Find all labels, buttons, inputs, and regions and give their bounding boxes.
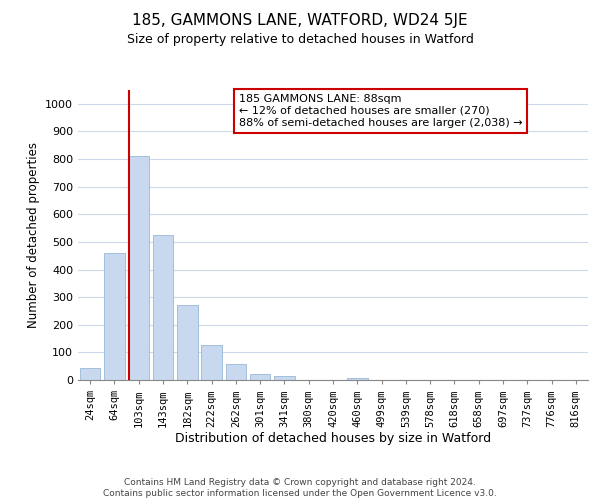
Text: Contains HM Land Registry data © Crown copyright and database right 2024.
Contai: Contains HM Land Registry data © Crown c… [103,478,497,498]
Bar [347,378,368,380]
Bar [250,374,271,380]
Bar [201,346,222,380]
Text: 185, GAMMONS LANE, WATFORD, WD24 5JE: 185, GAMMONS LANE, WATFORD, WD24 5JE [132,12,468,28]
Bar [104,253,125,380]
Bar [274,376,295,380]
Y-axis label: Number of detached properties: Number of detached properties [26,142,40,328]
X-axis label: Distribution of detached houses by size in Watford: Distribution of detached houses by size … [175,432,491,445]
Bar [152,235,173,380]
Bar [226,364,246,380]
Bar [128,156,149,380]
Bar [177,306,197,380]
Text: Size of property relative to detached houses in Watford: Size of property relative to detached ho… [127,32,473,46]
Bar [80,368,100,380]
Text: 185 GAMMONS LANE: 88sqm
← 12% of detached houses are smaller (270)
88% of semi-d: 185 GAMMONS LANE: 88sqm ← 12% of detache… [239,94,522,128]
